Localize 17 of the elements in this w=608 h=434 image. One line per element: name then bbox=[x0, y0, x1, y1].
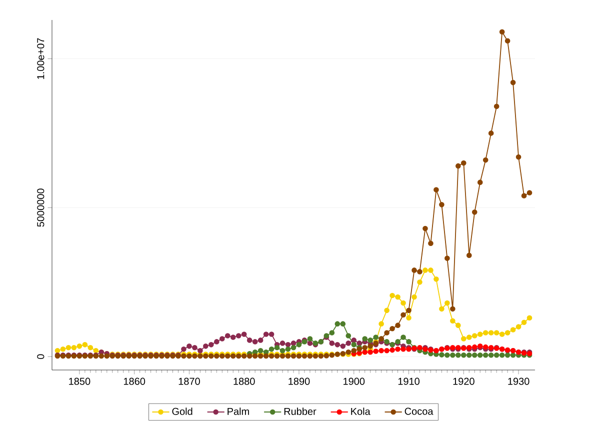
legend-label: Kola bbox=[351, 408, 370, 415]
x-tick-label: 1900 bbox=[344, 378, 365, 385]
x-tick-label: 1870 bbox=[178, 378, 200, 385]
x-tick-label: 1890 bbox=[288, 378, 310, 385]
x-tick-label: 1910 bbox=[398, 378, 420, 385]
legend-label: Cocoa bbox=[404, 408, 434, 415]
y-tick-label: 0 bbox=[37, 354, 44, 359]
x-tick-label: 1920 bbox=[453, 378, 474, 385]
legend-label: Gold bbox=[172, 408, 192, 415]
legend-label: Rubber bbox=[284, 408, 316, 415]
y-tick-label: 5000000 bbox=[37, 188, 44, 227]
x-tick-label: 1930 bbox=[508, 378, 530, 385]
y-tick-label: 1.00e+07 bbox=[37, 38, 44, 79]
legend-label: Palm bbox=[228, 408, 249, 415]
x-tick-label: 1880 bbox=[234, 378, 255, 385]
x-tick-label: 1850 bbox=[69, 378, 90, 385]
x-tick-label: 1860 bbox=[124, 378, 146, 385]
